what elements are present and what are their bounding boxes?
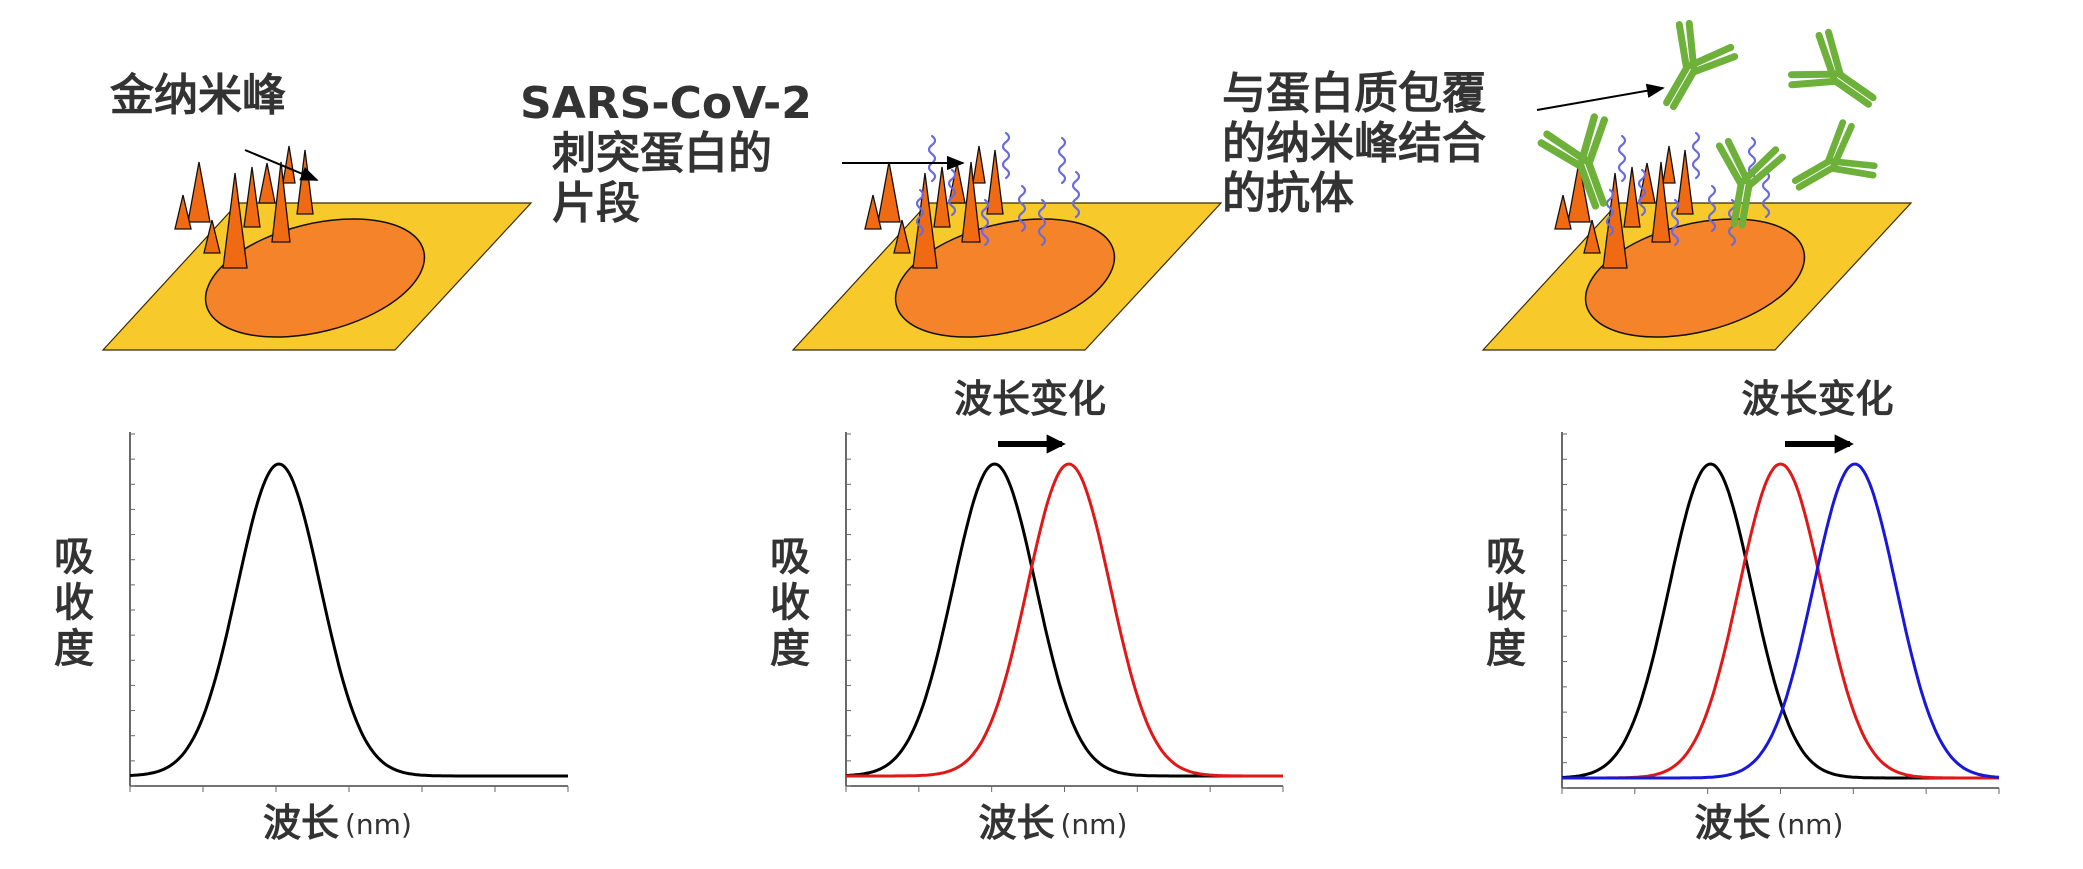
nano-spike [893,219,911,254]
annotation-line: 的纳米峰结合 [1222,118,1486,169]
x-axis-label: 波长 [978,801,1054,845]
nano-spike [1676,149,1694,215]
spike-protein-fragment [1057,136,1067,185]
absorbance-curve-2 [1562,462,1999,780]
spike-protein-fragment [927,134,937,183]
nano-spike [222,172,248,269]
gold-plate-3 [1481,145,1913,351]
protein-layer-2 [915,131,1081,247]
nano-spike [1662,145,1676,184]
nano-spike [1602,172,1628,269]
y-axis-label-char: 收 [770,580,810,626]
wavelength-shift-label: 波长变化 [954,377,1106,421]
antibody [1537,113,1609,210]
nano-spike [864,194,882,230]
nano-spike [258,162,276,204]
antibody [1787,28,1877,108]
nano-spike [948,162,966,204]
x-axis-label: 波长 [1694,801,1770,845]
nano-spike [933,166,951,228]
absorbance-curve-1 [129,462,568,778]
spike-protein-fragment [1637,168,1647,217]
spike-protein-fragment [1670,198,1680,247]
absorbance-curve-3 [1562,462,2000,780]
nano-spike [187,161,211,223]
annotation-line: 刺突蛋白的 [552,128,772,179]
nano-spike [174,194,192,230]
annotation-line: 片段 [552,178,640,229]
pointer-arrow [1536,83,1665,111]
nano-spike [1651,161,1671,243]
nano-spike [1554,194,1572,230]
spike-protein-fragment [1017,184,1027,233]
nano-spike [296,149,314,215]
y-axis-label-char: 度 [54,626,94,672]
antibody [1663,19,1739,111]
gold-plate-2 [791,145,1223,351]
annotation-line: 的抗体 [1222,168,1354,219]
y-axis-label-char: 吸 [770,534,810,580]
y-axis-label-char: 吸 [1486,534,1526,580]
nano-spike [986,149,1004,215]
spike-protein-fragment [1605,188,1615,237]
nano-spike [1567,161,1591,223]
spike-protein-fragment [915,188,925,237]
nano-spike [972,145,986,184]
annotation-line: 金纳米峰 [109,70,286,121]
annotation-line: SARS-CoV-2 [520,78,812,129]
nano-spike [877,161,901,223]
nano-spike [961,161,981,243]
x-axis-unit: (nm) [1777,808,1844,841]
y-axis-label-char: 度 [1486,626,1526,672]
x-axis-unit: (nm) [345,808,412,841]
nano-spike [282,145,296,184]
y-axis-label-char: 收 [1486,580,1526,626]
nano-spike [243,166,261,228]
nano-spike [1623,166,1641,228]
spike-protein-fragment [1071,170,1081,219]
nano-spike [912,172,938,269]
x-axis-label: 波长 [263,801,339,845]
antibody [1791,119,1878,191]
spike-protein-fragment [1001,131,1011,180]
spike-protein-fragment [1037,198,1047,247]
absorbance-curve-1 [845,462,1283,778]
x-axis-unit: (nm) [1061,808,1128,841]
y-axis-label-char: 度 [770,626,810,672]
pointer-arrow [244,149,319,181]
spike-protein-fragment [980,198,990,247]
spike-protein-fragment [1617,134,1627,183]
gold-plate-1 [101,145,533,351]
spike-protein-fragment [947,168,957,217]
wavelength-shift-label: 波长变化 [1741,377,1893,421]
spike-protein-fragment [1707,184,1717,233]
absorbance-curve-2 [846,462,1283,778]
y-axis-label-char: 吸 [54,534,94,580]
y-axis-label-char: 收 [54,580,94,626]
absorbance-curve-1 [1561,462,1999,780]
spike-protein-fragment [1761,170,1771,219]
nano-spike [271,161,291,243]
annotation-1: 金纳米峰 [109,70,319,181]
spike-protein-fragment [1691,131,1701,180]
antibody [1715,137,1786,229]
nano-spike [1638,162,1656,204]
antibody-layer [1537,19,1878,229]
nano-spike [203,219,221,254]
nano-spike [1583,219,1601,254]
annotation-line: 与蛋白质包覆 [1222,68,1486,119]
